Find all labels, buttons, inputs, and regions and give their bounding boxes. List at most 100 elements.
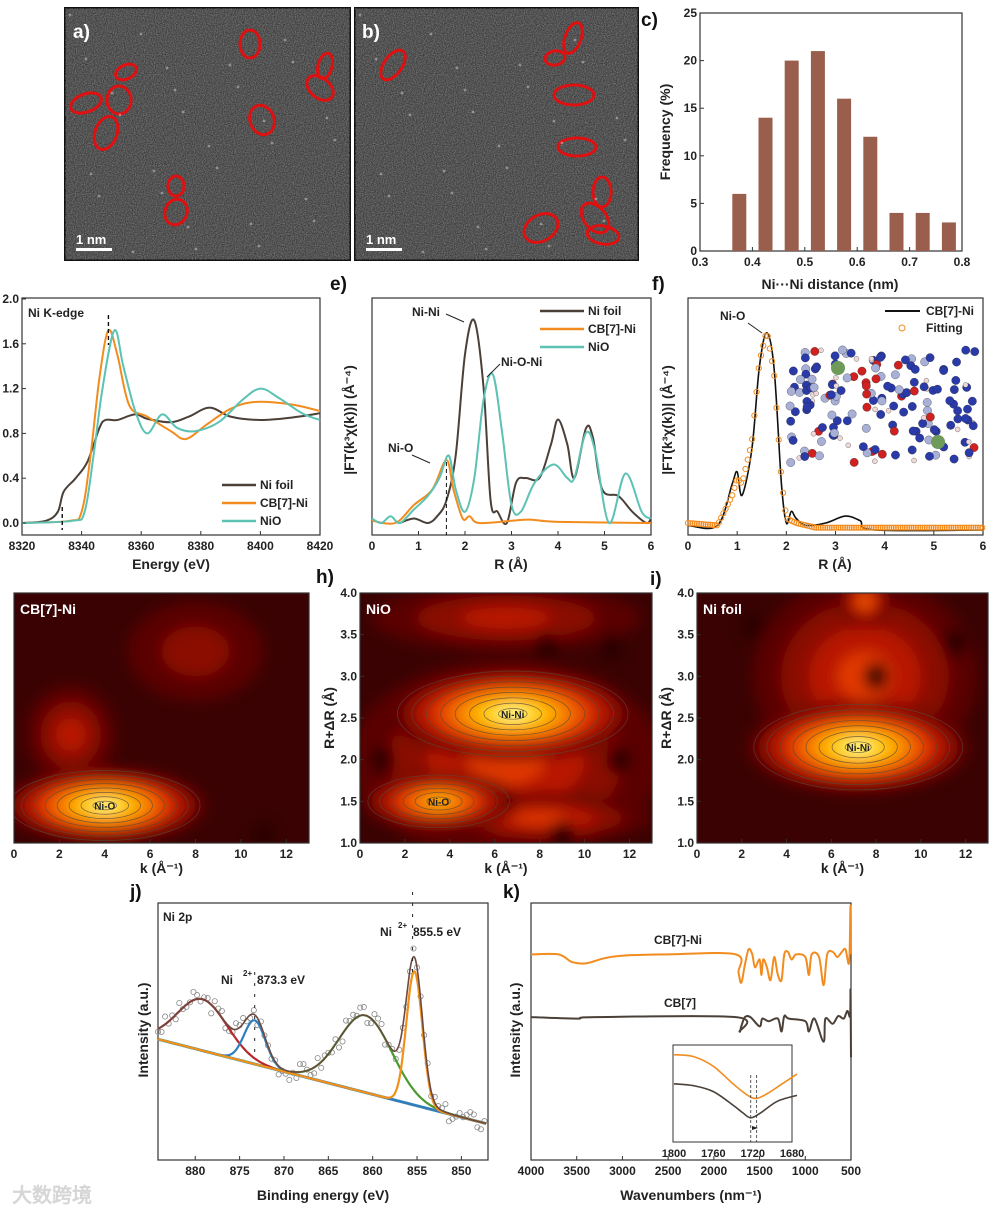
atom (894, 385, 904, 395)
peak-label: Ni-O (388, 441, 413, 455)
xps-data-point (190, 989, 197, 996)
x-tick-label: 3500 (563, 1164, 590, 1178)
highlight-ellipse (522, 212, 560, 244)
histogram-bar (810, 51, 825, 251)
stem-image-b: b) 1 nm (354, 7, 639, 261)
xps-data-point (378, 1021, 385, 1028)
peak-label: 855.5 eV (413, 925, 461, 939)
contour-line (367, 774, 510, 828)
fit-point (910, 524, 917, 531)
atom-dot (400, 91, 404, 95)
x-axis-label: Wavenumbers (nm⁻¹) (620, 1187, 761, 1203)
atom (925, 412, 935, 422)
y-tick-label: 5 (690, 196, 697, 210)
atom (951, 376, 961, 385)
x-tick-label: 0 (11, 847, 18, 861)
x-tick-label: 12 (959, 847, 973, 861)
highlight-ellipse (248, 103, 276, 137)
histogram-bar (837, 98, 852, 252)
atom-dot (68, 13, 72, 17)
atom (967, 396, 977, 406)
fit-point (693, 520, 700, 527)
x-tick-label: 0 (369, 539, 376, 553)
atom-dot (291, 60, 295, 64)
contour-line (44, 783, 165, 828)
fit-point (768, 358, 776, 365)
fit-point (917, 524, 924, 531)
fit-point (950, 524, 957, 531)
xps-data-point (233, 1020, 240, 1027)
histogram-bar (889, 212, 904, 251)
contour-line (844, 741, 872, 753)
spectrum-title: Ni 2p (163, 910, 192, 924)
atom-dot (249, 222, 253, 226)
xps-data-point (371, 1011, 378, 1018)
xps-data-point (374, 1015, 381, 1022)
contour-line (397, 670, 629, 757)
histogram-bar (732, 193, 747, 251)
contour-line (68, 792, 141, 819)
atom (827, 410, 837, 420)
contour-line (391, 783, 487, 820)
atom-dot (573, 38, 577, 42)
inset-tick-label: 1720 (740, 1148, 764, 1160)
y-axis-label: Intensity (a.u.) (135, 983, 151, 1078)
xps-data-point (250, 1007, 257, 1014)
atom-dot (152, 169, 156, 173)
fit-point (934, 524, 942, 531)
atom (812, 362, 821, 372)
heatmap-level (461, 606, 551, 630)
panel-label-k: k) (503, 882, 520, 903)
atom (889, 401, 899, 411)
fit-point (839, 524, 846, 531)
fit-point (855, 524, 862, 531)
atom (818, 423, 827, 432)
xps-data-point (364, 1019, 371, 1026)
contour-line (379, 779, 498, 824)
fit-point (965, 524, 973, 531)
xps-data-point (367, 1020, 374, 1027)
atom-dot (89, 172, 93, 176)
molecule-structure (785, 345, 980, 467)
fit-point (826, 524, 833, 531)
atom (810, 347, 820, 356)
atom (907, 402, 917, 411)
panel-label-a: a) (73, 22, 90, 43)
atom-dot (421, 250, 425, 254)
atom-dot (379, 172, 383, 176)
ft-line-2 (371, 372, 652, 525)
atom-dot (429, 32, 433, 36)
fit-point (872, 524, 880, 531)
heatmap-minimum (550, 820, 575, 843)
atom-dot (97, 194, 101, 198)
peak-label: Ni-O-Ni (501, 355, 542, 369)
y-axis-label: Intensity (a.u.) (507, 983, 523, 1078)
plot-frame (21, 297, 321, 536)
atom (849, 458, 859, 467)
scale-bar-label: 1 nm (76, 232, 106, 247)
fit-point (764, 332, 771, 340)
atom (963, 404, 972, 414)
y-axis-label: R+ΔR (Å) (658, 687, 674, 749)
atom (891, 450, 900, 460)
xps-data-point (442, 1101, 449, 1108)
atom-highlights (358, 13, 627, 254)
x-tick-label: 3 (832, 539, 839, 553)
atom-dot (484, 247, 488, 251)
atom (970, 347, 980, 356)
x-tick-label: 860 (363, 1164, 383, 1178)
atom (946, 420, 956, 430)
highlight-ellipse (552, 83, 596, 107)
atom-dot (312, 219, 316, 223)
atom (968, 421, 978, 431)
fit-point (875, 524, 882, 531)
atom (949, 454, 959, 464)
atom (833, 375, 839, 381)
xps-data-point (339, 1038, 346, 1045)
contour-line (818, 730, 898, 764)
fit-point (974, 524, 981, 531)
fit-point (859, 524, 866, 531)
atom (876, 410, 886, 419)
atom (885, 408, 892, 414)
atom (802, 402, 812, 412)
